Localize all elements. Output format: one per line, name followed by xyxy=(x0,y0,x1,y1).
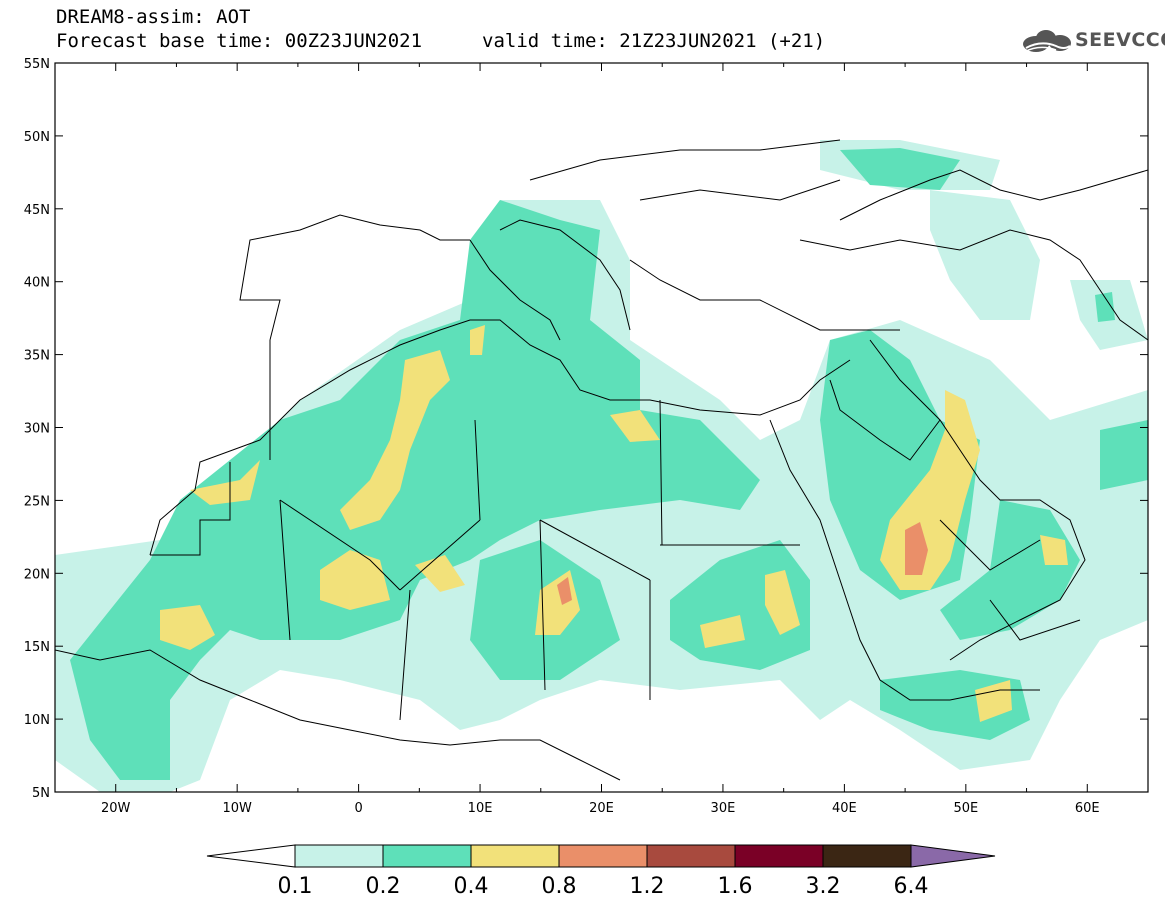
colorbar-swatch xyxy=(734,844,824,868)
colorbar-label: 0.2 xyxy=(366,874,401,899)
lat-label: 10N xyxy=(24,713,50,728)
forecast-base-time: Forecast base time: 00Z23JUN2021 xyxy=(56,30,423,52)
coastlines xyxy=(55,139,1148,781)
lat-label: 45N xyxy=(24,203,50,218)
aot-field xyxy=(55,140,1148,792)
longitude-labels: 20W 10W 0 10E 20E 30E 40E 50E 60E xyxy=(101,801,1100,816)
latitude-labels: 5N 10N 15N 20N 25N 30N 35N 40N 45N 50N 55N xyxy=(24,57,50,801)
colorbar-swatch xyxy=(822,844,912,868)
colorbar-label: 0.8 xyxy=(542,874,577,899)
colorbar-label: 0.1 xyxy=(278,874,313,899)
lat-label: 35N xyxy=(24,349,50,364)
lat-label: 5N xyxy=(32,786,50,801)
colorbar-under-arrow xyxy=(206,844,296,868)
colorbar-swatch xyxy=(382,844,472,868)
lon-label: 10W xyxy=(222,801,252,816)
lat-label: 30N xyxy=(24,422,50,437)
lat-label: 50N xyxy=(24,130,50,145)
colorbar-swatch xyxy=(294,844,384,868)
lon-label: 20E xyxy=(589,801,614,816)
colorbar-label: 1.6 xyxy=(718,874,753,899)
colorbar-label: 3.2 xyxy=(806,874,841,899)
colorbar-label: 6.4 xyxy=(894,874,929,899)
colorbar-labels: 0.1 0.2 0.4 0.8 1.2 1.6 3.2 6.4 xyxy=(278,874,929,899)
lon-label: 20W xyxy=(101,801,131,816)
lat-label: 55N xyxy=(24,57,50,72)
lon-label: 60E xyxy=(1075,801,1100,816)
lat-label: 20N xyxy=(24,567,50,582)
colorbar-label: 0.4 xyxy=(454,874,489,899)
axis-ticks xyxy=(54,62,1149,793)
aot-band-0.8-1.2 xyxy=(557,522,928,605)
lon-label: 30E xyxy=(711,801,736,816)
logo-text: SEEVCCC xyxy=(1075,29,1165,51)
colorbar-swatch xyxy=(558,844,648,868)
lon-label: 40E xyxy=(832,801,857,816)
lon-label: 50E xyxy=(953,801,978,816)
lon-label: 0 xyxy=(354,801,362,816)
lon-label: 10E xyxy=(468,801,493,816)
colorbar-swatch xyxy=(470,844,560,868)
valid-time: valid time: 21Z23JUN2021 (+21) xyxy=(482,30,826,52)
lat-label: 40N xyxy=(24,276,50,291)
map-title: DREAM8-assim: AOT xyxy=(56,6,251,28)
colorbar-swatch xyxy=(646,844,736,868)
cloud-logo-icon xyxy=(1023,30,1071,53)
lat-label: 15N xyxy=(24,640,50,655)
lat-label: 25N xyxy=(24,494,50,509)
colorbar-over-arrow xyxy=(910,844,996,868)
colorbar-label: 1.2 xyxy=(630,874,665,899)
colorbar xyxy=(206,844,996,868)
